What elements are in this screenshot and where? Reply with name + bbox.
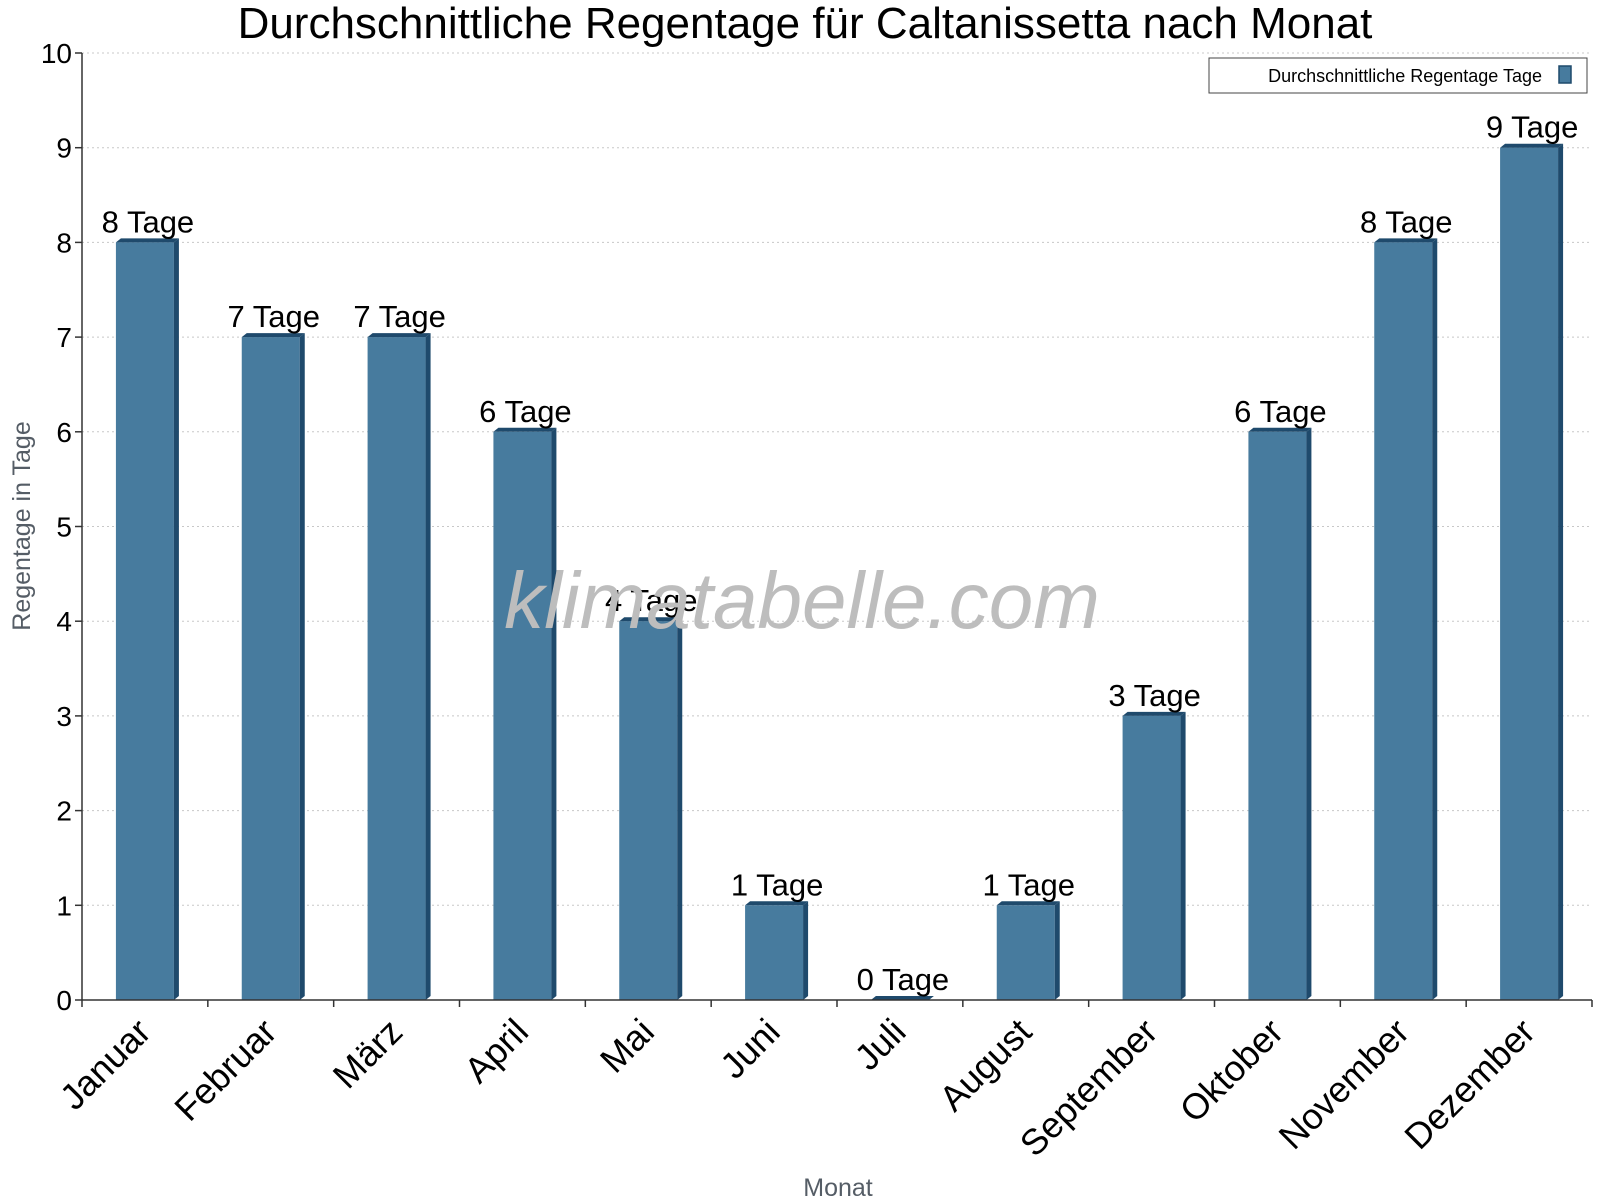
bar-side [173, 238, 179, 1000]
bar-side [425, 333, 431, 1001]
y-tick-label: 1 [56, 890, 72, 921]
bar-side [1306, 427, 1312, 1000]
bar-front [115, 242, 174, 1000]
bar-side [803, 901, 809, 1000]
x-tick-label: Juli [846, 1011, 913, 1078]
bar-top [1122, 711, 1186, 716]
x-tick-label: August [931, 1011, 1039, 1119]
bar-top [367, 333, 431, 338]
y-tick-label: 0 [56, 985, 72, 1016]
data-label: 0 Tage [857, 962, 950, 997]
x-tick-label: Januar [52, 1011, 159, 1118]
bar-3 [367, 333, 431, 1001]
bar-top [115, 238, 179, 243]
bar-side [1054, 901, 1060, 1000]
x-tick-label: April [456, 1011, 536, 1091]
bar-4 [493, 427, 557, 1000]
y-tick-label: 2 [56, 796, 72, 827]
bar-front [493, 431, 552, 1000]
bar-6 [745, 901, 809, 1000]
x-tick-label: Juni [712, 1011, 788, 1087]
data-label: 8 Tage [1360, 204, 1453, 239]
bar-front [241, 337, 300, 1001]
grid-lines [82, 52, 1592, 906]
bar-front [745, 905, 804, 1000]
data-label: 7 Tage [353, 299, 446, 334]
data-label: 4 Tage [605, 583, 698, 618]
bar-12 [1500, 143, 1564, 1000]
bar-top [745, 901, 809, 906]
bar-top [1374, 238, 1438, 243]
y-tick-label: 8 [56, 227, 72, 258]
bar-side [1558, 143, 1564, 1000]
bar-front [996, 905, 1055, 1000]
data-label: 6 Tage [479, 394, 572, 429]
x-axis-title: Monat [803, 1174, 873, 1200]
y-axis-ticks: 0 1 2 3 4 5 6 7 8 9 10 [41, 38, 82, 1016]
watermark: klimatabelle.com [504, 556, 1100, 645]
y-tick-label: 3 [56, 701, 72, 732]
x-tick-label: März [325, 1011, 411, 1097]
data-label: 6 Tage [1234, 394, 1327, 429]
data-label: 1 Tage [731, 867, 824, 902]
legend-box [1208, 57, 1588, 94]
y-axis-title: Regentage in Tage [8, 421, 36, 630]
bar-top [870, 996, 934, 1000]
bar-10 [1248, 427, 1312, 1000]
bar-top [996, 901, 1060, 906]
data-label: 7 Tage [227, 299, 320, 334]
data-label: 9 Tage [1486, 110, 1579, 145]
bar-top [619, 617, 683, 622]
bar-top [1500, 143, 1564, 148]
bar-front [1248, 431, 1307, 1000]
x-tick-label: Oktober [1172, 1011, 1292, 1131]
bar-5 [619, 617, 683, 1000]
bar-top [493, 427, 557, 432]
x-tick-label: November [1270, 1011, 1416, 1157]
legend-label: Durchschnittliche Regentage Tage [1268, 66, 1542, 86]
bar-2 [241, 333, 305, 1001]
bar-front [1374, 242, 1433, 1000]
y-tick-label: 7 [56, 322, 72, 353]
bar-top [241, 333, 305, 338]
y-tick-label: 6 [56, 417, 72, 448]
x-tick-label: Februar [166, 1011, 284, 1129]
bar-side [677, 617, 683, 1000]
chart-title: Durchschnittliche Regentage für Caltanis… [238, 0, 1373, 48]
bar-front [1122, 715, 1181, 1000]
bar-side [1180, 711, 1186, 1000]
y-tick-label: 5 [56, 512, 72, 543]
bar-8 [996, 901, 1060, 1000]
bar-9 [1122, 711, 1186, 1000]
x-tick-label: September [1012, 1011, 1166, 1165]
x-tick-label: Mai [592, 1011, 662, 1081]
bar-front [367, 337, 426, 1001]
bar-1 [115, 238, 179, 1000]
legend: Durchschnittliche Regentage Tage [1208, 57, 1588, 94]
x-axis-ticks: Januar Februar März April Mai Juni Juli AugustS… [52, 1000, 1593, 1165]
bars [115, 143, 1564, 1001]
data-label: 8 Tage [102, 204, 195, 239]
data-labels: 8 Tage 7 Tage 7 Tage 6 Tage 4 Tage 1 Tage 0 Ta… [102, 110, 1579, 997]
x-tick-label: Dezember [1396, 1011, 1542, 1157]
bar-front [1500, 147, 1559, 1000]
y-tick-label: 9 [56, 133, 72, 164]
y-tick-label: 4 [56, 606, 72, 637]
bar-side [551, 427, 557, 1000]
bar-7 [870, 996, 934, 1000]
legend-swatch [1558, 65, 1572, 84]
data-label: 1 Tage [982, 867, 1075, 902]
bar-11 [1374, 238, 1438, 1000]
bar-top [1248, 427, 1312, 432]
data-label: 3 Tage [1108, 678, 1201, 713]
bar-side [299, 333, 305, 1001]
y-tick-label: 10 [41, 38, 72, 69]
bar-front [619, 621, 678, 1000]
bar-side [1432, 238, 1438, 1000]
